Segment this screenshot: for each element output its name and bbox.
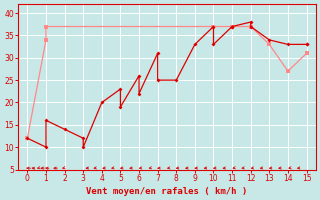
X-axis label: Vent moyen/en rafales ( km/h ): Vent moyen/en rafales ( km/h )	[86, 187, 248, 196]
